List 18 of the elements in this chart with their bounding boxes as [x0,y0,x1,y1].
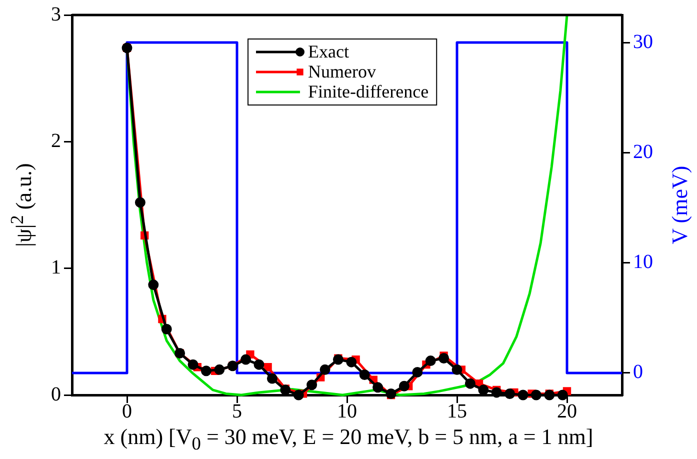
x-tick-label: 20 [557,400,577,422]
y2-tick-label: 10 [633,251,653,274]
y2-tick-label: 20 [633,140,653,163]
y2-tick-label: 30 [633,30,653,53]
y2-tick-label: 0 [633,361,643,384]
x-tick-label: 15 [447,400,467,422]
y-tick-label: 2 [51,130,61,152]
y-tick-label: 3 [51,3,61,26]
x-axis-title: x (nm) [V$_{0}$ = 30 meV, E = 20 meV, b = 5 nm, a = 1 nm] [102,424,594,454]
x-tick-label: 0 [122,400,132,422]
legend-label: Exact [308,42,349,62]
y-tick-label: 1 [51,256,61,279]
y2-axis-title: V (meV) [667,166,693,244]
x-tick-label: 5 [232,400,242,422]
legend-label: Numerov [308,62,376,82]
x-tick-label: 10 [337,400,357,422]
legend-label: Finite-difference [308,82,429,102]
y-tick-label: 0 [51,383,61,406]
